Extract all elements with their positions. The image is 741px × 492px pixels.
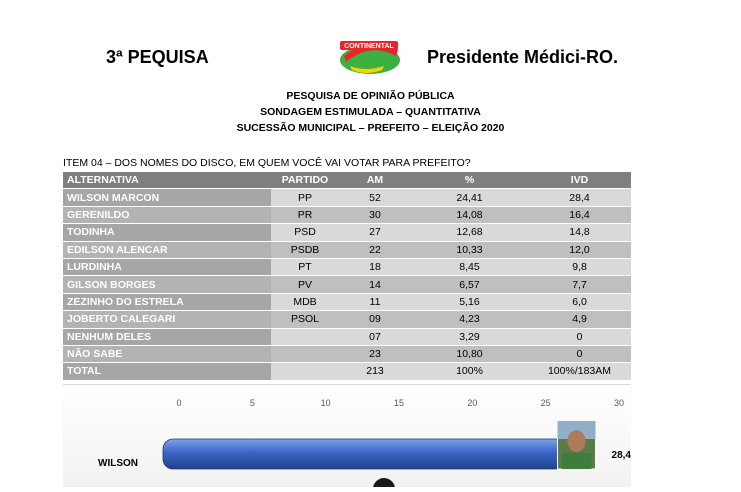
- table-row: TODINHA PSD 27 12,68 14,8: [63, 223, 631, 242]
- x-tick-label: 0: [176, 398, 181, 408]
- table-row: TOTAL 213 100% 100%/183AM: [63, 362, 631, 381]
- cell-partido: PP: [271, 188, 339, 207]
- cell-am: 07: [339, 328, 411, 346]
- cell-percent: 10,33: [411, 241, 528, 259]
- cell-ivd: 16,4: [528, 206, 631, 225]
- table-header-row: ALTERNATIVA PARTIDO AM % IVD: [63, 172, 631, 190]
- header-left: 3ª PEQUISA: [106, 47, 209, 67]
- cell-alternativa: TOTAL: [63, 362, 271, 381]
- chart-area: 0 5 10 15 20 25 30 28,4 WILSON: [63, 384, 631, 492]
- category-label: WILSON: [98, 458, 138, 469]
- cell-am: 18: [339, 258, 411, 277]
- cell-ivd: 14,8: [528, 223, 631, 242]
- header-ivd: IVD: [528, 172, 631, 190]
- cell-partido: PV: [271, 275, 339, 294]
- table-row: JOBERTO CALEGARI PSOL 09 4,23 4,9: [63, 310, 631, 329]
- table-row: NÃO SABE 23 10,80 0: [63, 345, 631, 364]
- cell-ivd: 9,8: [528, 258, 631, 277]
- x-tick-label: 25: [541, 398, 551, 408]
- header-partido: PARTIDO: [271, 172, 339, 190]
- cell-percent: 14,08: [411, 206, 528, 225]
- cell-alternativa: LURDINHA: [63, 258, 271, 277]
- cell-ivd: 4,9: [528, 310, 631, 329]
- cell-percent: 12,68: [411, 223, 528, 242]
- bar-wilson: [162, 438, 596, 470]
- cell-partido: PR: [271, 206, 339, 225]
- continental-logo: CONTINENTAL: [340, 41, 400, 74]
- cell-partido: PSOL: [271, 310, 339, 329]
- cell-alternativa: NÃO SABE: [63, 345, 271, 364]
- cell-am: 23: [339, 345, 411, 364]
- results-table: ALTERNATIVA PARTIDO AM % IVD WILSON MARC…: [63, 172, 631, 381]
- value-label: 28,4: [612, 450, 631, 461]
- cell-am: 213: [339, 362, 411, 381]
- table-row: ZEZINHO DO ESTRELA MDB 11 5,16 6,0: [63, 293, 631, 312]
- cell-ivd: 0: [528, 345, 631, 364]
- cell-partido: PT: [271, 258, 339, 277]
- header-am: AM: [339, 172, 411, 190]
- bar-chart: 0 5 10 15 20 25 30 28,4 WILSON: [98, 398, 631, 492]
- x-tick-label: 15: [394, 398, 404, 408]
- cell-alternativa: JOBERTO CALEGARI: [63, 310, 271, 329]
- cell-ivd: 12,0: [528, 241, 631, 259]
- x-tick-label: 5: [250, 398, 255, 408]
- cell-alternativa: GILSON BORGES: [63, 275, 271, 294]
- cell-ivd: 100%/183AM: [528, 362, 631, 381]
- cell-am: 11: [339, 293, 411, 312]
- cell-percent: 3,29: [411, 328, 528, 346]
- title-line-1: PESQUISA DE OPINIÃO PÚBLICA: [286, 90, 455, 102]
- x-tick-label: 20: [467, 398, 477, 408]
- cell-partido: [271, 328, 339, 346]
- cell-partido: [271, 362, 339, 381]
- cell-alternativa: TODINHA: [63, 223, 271, 242]
- item-question: ITEM 04 – DOS NOMES DO DISCO, EM QUEM VO…: [63, 157, 471, 169]
- cell-partido: PSD: [271, 223, 339, 242]
- cell-partido: PSDB: [271, 241, 339, 259]
- cell-ivd: 28,4: [528, 188, 631, 207]
- cell-am: 22: [339, 241, 411, 259]
- header-right: Presidente Médici-RO.: [427, 47, 619, 67]
- cell-alternativa: GERENILDO: [63, 206, 271, 225]
- table-row: WILSON MARCON PP 52 24,41 28,4: [63, 188, 631, 207]
- table-row: GERENILDO PR 30 14,08 16,4: [63, 206, 631, 225]
- header-alternativa: ALTERNATIVA: [63, 172, 271, 190]
- cell-alternativa: WILSON MARCON: [63, 188, 271, 207]
- table-row: GILSON BORGES PV 14 6,57 7,7: [63, 275, 631, 294]
- cell-percent: 8,45: [411, 258, 528, 277]
- title-line-3: SUCESSÃO MUNICIPAL – PREFEITO – ELEIÇÃO …: [236, 122, 505, 134]
- cell-ivd: 6,0: [528, 293, 631, 312]
- cell-partido: [271, 345, 339, 364]
- header-percent: %: [411, 172, 528, 190]
- title-line-2: SONDAGEM ESTIMULADA – QUANTITATIVA: [260, 106, 481, 118]
- cell-percent: 5,16: [411, 293, 528, 312]
- cell-am: 30: [339, 206, 411, 225]
- x-tick-label: 30: [614, 398, 624, 408]
- cell-percent: 24,41: [411, 188, 528, 207]
- cell-alternativa: EDILSON ALENCAR: [63, 241, 271, 259]
- cell-alternativa: NENHUM DELES: [63, 328, 271, 346]
- cell-percent: 100%: [411, 362, 528, 381]
- cell-percent: 4,23: [411, 310, 528, 329]
- logo-text: CONTINENTAL: [344, 43, 394, 50]
- candidate-photo: [557, 420, 597, 470]
- cell-alternativa: ZEZINHO DO ESTRELA: [63, 293, 271, 312]
- cell-ivd: 0: [528, 328, 631, 346]
- cell-ivd: 7,7: [528, 275, 631, 294]
- cell-percent: 10,80: [411, 345, 528, 364]
- table-row: EDILSON ALENCAR PSDB 22 10,33 12,0: [63, 241, 631, 259]
- table-row: LURDINHA PT 18 8,45 9,8: [63, 258, 631, 277]
- title-block: PESQUISA DE OPINIÃO PÚBLICA SONDAGEM EST…: [0, 88, 741, 136]
- x-tick-label: 10: [321, 398, 331, 408]
- cell-am: 09: [339, 310, 411, 329]
- cell-percent: 6,57: [411, 275, 528, 294]
- cell-am: 27: [339, 223, 411, 242]
- table-row: NENHUM DELES 07 3,29 0: [63, 328, 631, 346]
- cell-partido: MDB: [271, 293, 339, 312]
- cell-am: 14: [339, 275, 411, 294]
- cell-am: 52: [339, 188, 411, 207]
